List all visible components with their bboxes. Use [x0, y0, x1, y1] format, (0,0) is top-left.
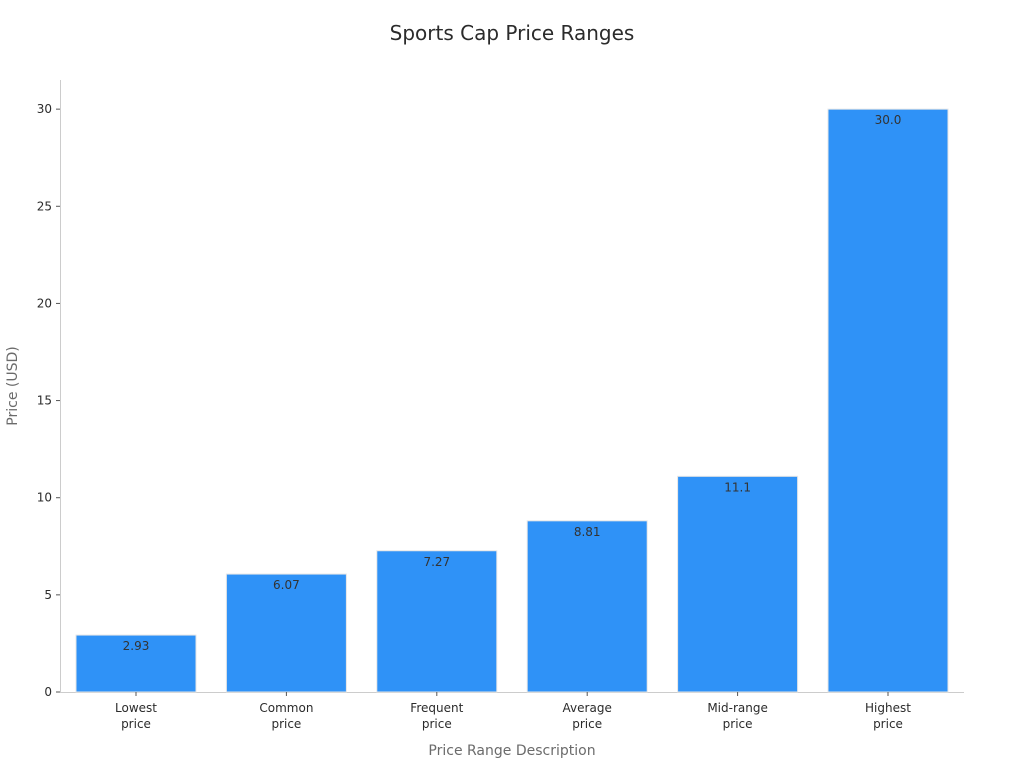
x-tick-label-line: price: [121, 717, 151, 731]
x-tick-label-line: price: [271, 717, 301, 731]
x-tick-label: Highest price: [865, 701, 911, 731]
x-tick-label-line: price: [572, 717, 602, 731]
x-tick-label-line: Common: [259, 701, 313, 715]
x-tick-label: Common price: [259, 701, 313, 731]
x-tick-label-line: Frequent: [410, 701, 463, 715]
y-tick-label: 20: [37, 296, 52, 310]
y-tick-label: 15: [37, 394, 52, 408]
bar: [677, 475, 799, 693]
bar: [376, 550, 498, 693]
x-tick-label: Average price: [563, 701, 612, 731]
chart-title: Sports Cap Price Ranges: [390, 21, 635, 45]
x-axis-label: Price Range Description: [428, 743, 595, 759]
bar: [526, 520, 648, 693]
data-label: 30.0: [875, 113, 902, 127]
data-label: 11.1: [724, 480, 751, 494]
x-tick-label: Mid-range price: [707, 701, 768, 731]
y-tick-label: 10: [37, 491, 52, 505]
x-tick-label-line: Average: [563, 701, 612, 715]
x-tick-label-line: Highest: [865, 701, 911, 715]
y-tick-group: 0 5 10 15 20 25 30: [37, 102, 60, 699]
x-tick-label: Frequent price: [410, 701, 463, 731]
data-label: 7.27: [423, 555, 450, 569]
y-axis-label: Price (USD): [5, 346, 21, 425]
data-label: 2.93: [123, 639, 150, 653]
data-label: 8.81: [574, 525, 601, 539]
y-tick-label: 5: [44, 588, 52, 602]
bar-group: 2.93 6.07 7.27 8.81 11.1 30.0: [75, 108, 949, 693]
x-tick-label-line: Lowest: [115, 701, 157, 715]
data-label: 6.07: [273, 578, 300, 592]
x-tick-label-line: price: [422, 717, 452, 731]
x-tick-label-line: price: [723, 717, 753, 731]
x-tick-label: Lowest price: [115, 701, 157, 731]
y-tick-label: 0: [44, 685, 52, 699]
x-tick-label-line: price: [873, 717, 903, 731]
x-tick-label-line: Mid-range: [707, 701, 768, 715]
y-tick-label: 25: [37, 199, 52, 213]
bar: [827, 108, 949, 693]
bar: [75, 634, 197, 693]
y-tick-label: 30: [37, 102, 52, 116]
